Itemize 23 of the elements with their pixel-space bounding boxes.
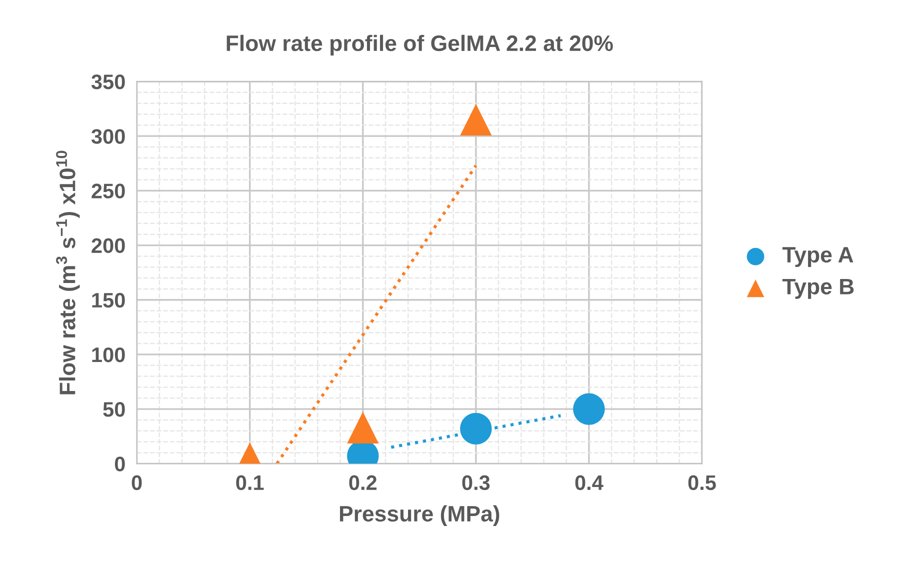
x-tick-label: 0.1 — [236, 475, 264, 490]
legend-label: Type A — [782, 247, 854, 268]
x-tick-label: 0.5 — [688, 475, 716, 490]
y-tick-label: 100 — [92, 347, 125, 362]
y-axis-title: Flow rate (m$^{3}$ s$^{−1}$) x10$^{10}$ — [56, 150, 80, 394]
point — [460, 412, 492, 445]
x-tick-label: 0.2 — [349, 475, 377, 490]
chart-title: Flow rate profile of GelMA 2.2 at 20% — [226, 34, 613, 56]
legend-label: Type B — [782, 278, 854, 299]
y-tick-label: 300 — [91, 129, 125, 144]
y-tick-label: 50 — [103, 402, 125, 417]
x-tick-label: 0.4 — [575, 475, 604, 490]
x-axis-title: Pressure (MPa) — [340, 505, 500, 526]
x-tick-label: 0.3 — [462, 475, 490, 490]
point — [460, 104, 492, 136]
y-tick-label: 250 — [92, 184, 125, 198]
y-tick-label: 0 — [114, 456, 125, 472]
x-tick-label: 0 — [132, 475, 142, 490]
point — [573, 393, 605, 425]
y-tick-label: 350 — [91, 74, 125, 90]
point — [347, 412, 379, 444]
y-tick-label: 150 — [92, 292, 125, 308]
y-tick-label: 200 — [92, 238, 125, 254]
